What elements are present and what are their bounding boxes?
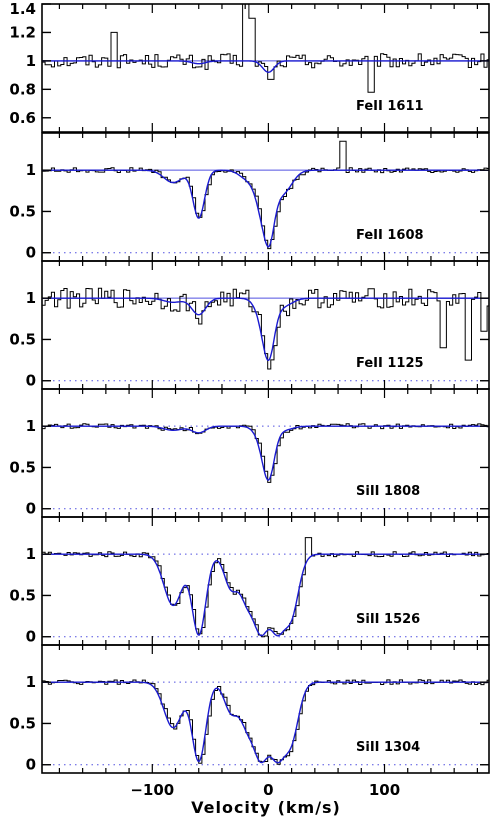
- y-tick-label: 0.5: [9, 202, 36, 220]
- panel-frame: [41, 644, 490, 774]
- y-tick-label: 0: [26, 500, 36, 518]
- model-fit: [42, 425, 489, 481]
- y-tick-label: 0.8: [9, 80, 36, 98]
- y-tick-label: 1: [26, 52, 36, 70]
- y-tick-label: 1: [26, 545, 36, 563]
- x-tick-label: 100: [369, 781, 400, 799]
- y-tick-label: 0.6: [9, 109, 36, 127]
- ion-label: FeII 1125: [356, 356, 424, 371]
- model-fit: [42, 60, 489, 74]
- y-tick-label: 1.4: [9, 0, 36, 18]
- y-tick-label: 0.5: [9, 458, 36, 476]
- y-tick-label: 1: [26, 673, 36, 691]
- y-tick-label: 1.2: [9, 23, 36, 41]
- ion-label: FeII 1611: [356, 99, 424, 114]
- y-tick-label: 0: [26, 372, 36, 390]
- y-tick-label: 0: [26, 756, 36, 774]
- observed-spectrum: [42, 287, 489, 370]
- observed-spectrum: [42, 537, 489, 638]
- ion-label: SiII 1304: [356, 740, 420, 755]
- x-axis-title: Velocity (km/s): [191, 798, 341, 817]
- model-fit: [42, 169, 489, 248]
- x-tick-label: 0: [263, 781, 273, 799]
- y-tick-label: 1: [26, 161, 36, 179]
- y-tick-label: 0.5: [9, 330, 36, 348]
- y-tick-label: 0.5: [9, 586, 36, 604]
- panel-frame: [41, 388, 490, 518]
- ion-label: SiII 1808: [356, 484, 420, 499]
- observed-spectrum: [42, 679, 489, 765]
- ion-label: FeII 1608: [356, 228, 424, 243]
- y-tick-label: 0: [26, 244, 36, 262]
- observed-spectrum: [42, 3, 489, 93]
- y-tick-label: 0.5: [9, 714, 36, 732]
- model-fit: [42, 681, 489, 764]
- model-fit: [42, 553, 489, 637]
- y-tick-label: 0: [26, 628, 36, 646]
- panel-frame: [41, 3, 490, 133]
- y-tick-label: 1: [26, 289, 36, 307]
- panel-frame: [41, 516, 490, 646]
- ion-label: SiII 1526: [356, 612, 420, 627]
- x-tick-label: −100: [130, 781, 174, 799]
- y-tick-label: 1: [26, 417, 36, 435]
- model-fit: [42, 297, 489, 362]
